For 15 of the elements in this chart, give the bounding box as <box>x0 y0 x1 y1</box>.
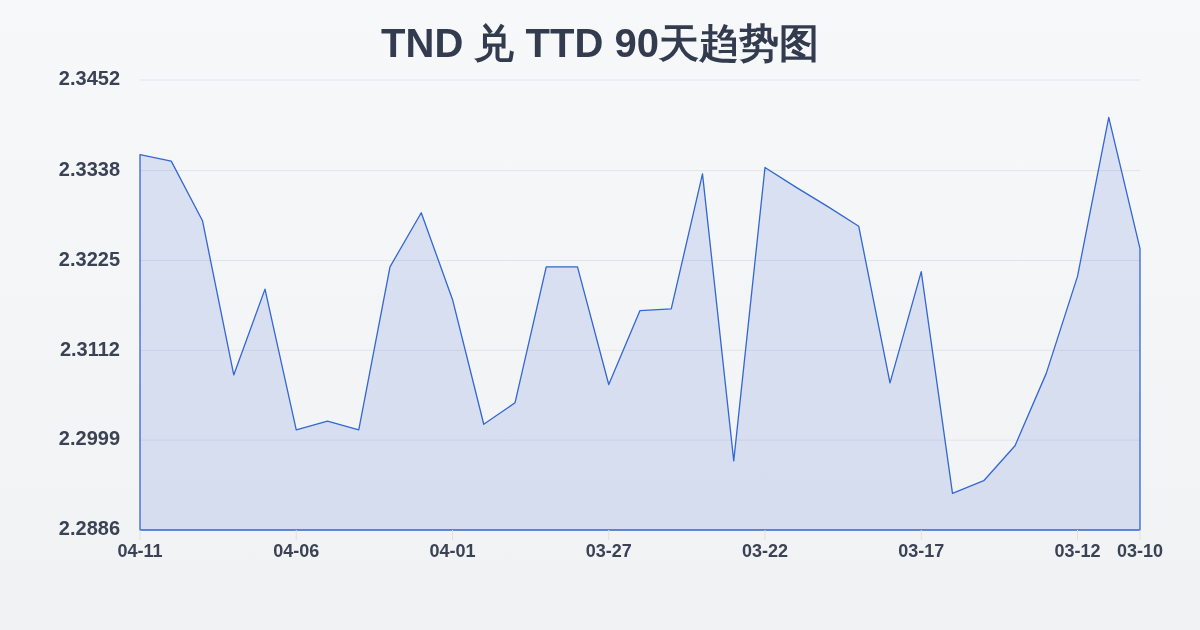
y-tick-label: 2.3452 <box>58 67 120 90</box>
x-tick-label: 03-27 <box>585 540 632 561</box>
x-tick-label: 03-12 <box>1054 540 1101 561</box>
x-tick-label: 04-01 <box>429 540 476 561</box>
y-tick-label: 2.3112 <box>59 337 120 360</box>
x-tick-label: 03-17 <box>898 540 945 561</box>
x-tick-label: 04-06 <box>273 540 320 561</box>
y-tick-label: 2.2999 <box>58 427 120 450</box>
x-tick-label: 03-10 <box>1116 540 1164 561</box>
y-tick-label: 2.3338 <box>58 157 120 180</box>
y-tick-label: 2.2886 <box>58 517 120 540</box>
x-tick-label: 03-22 <box>741 540 789 561</box>
x-tick-label: 04-11 <box>117 540 163 561</box>
chart-title: TND 兑 TTD 90天趋势图 <box>381 20 819 65</box>
y-tick-label: 2.3225 <box>58 247 120 270</box>
